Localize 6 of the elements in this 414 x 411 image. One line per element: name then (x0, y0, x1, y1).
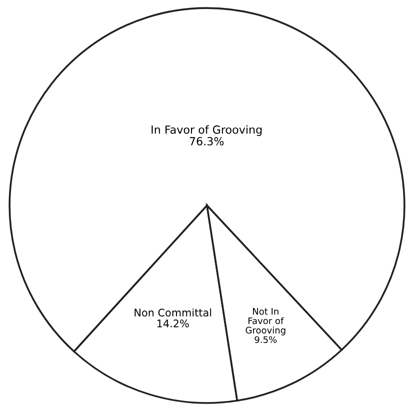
data-label: 9.5% (254, 336, 277, 344)
data-label: 76.3% (190, 137, 224, 146)
data-label: 14.2% (157, 320, 189, 328)
slice-label: Non Committal (134, 308, 212, 317)
slice-label: Not In Favor of Grooving (246, 308, 286, 336)
slice-label: In Favor of Grooving (152, 125, 262, 136)
